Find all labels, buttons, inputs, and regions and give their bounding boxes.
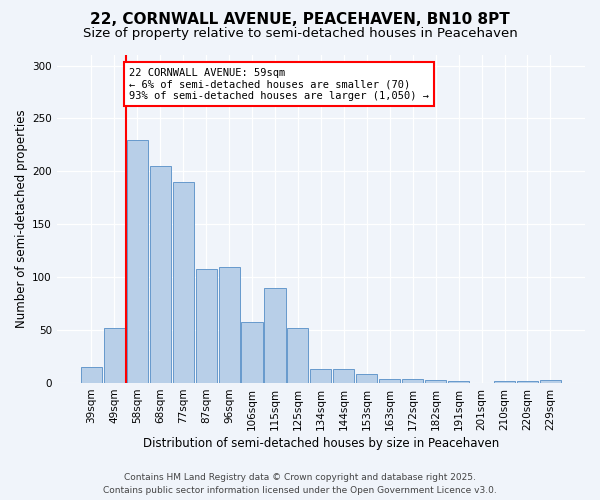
Bar (287, 328, 308, 383)
Bar (379, 379, 400, 383)
Text: Size of property relative to semi-detached houses in Peacehaven: Size of property relative to semi-detach… (83, 28, 517, 40)
Bar (356, 374, 377, 383)
Bar (448, 381, 469, 383)
Bar (173, 182, 194, 383)
Bar (149, 166, 171, 383)
Bar (402, 379, 423, 383)
Bar (265, 288, 286, 383)
Bar (218, 266, 239, 383)
Bar (104, 328, 125, 383)
Bar (81, 367, 102, 383)
Bar (540, 380, 561, 383)
Text: 22 CORNWALL AVENUE: 59sqm
← 6% of semi-detached houses are smaller (70)
93% of s: 22 CORNWALL AVENUE: 59sqm ← 6% of semi-d… (129, 68, 429, 101)
Bar (333, 370, 355, 383)
Text: Contains HM Land Registry data © Crown copyright and database right 2025.
Contai: Contains HM Land Registry data © Crown c… (103, 474, 497, 495)
Bar (425, 380, 446, 383)
Y-axis label: Number of semi-detached properties: Number of semi-detached properties (15, 110, 28, 328)
Bar (196, 269, 217, 383)
Bar (241, 322, 263, 383)
X-axis label: Distribution of semi-detached houses by size in Peacehaven: Distribution of semi-detached houses by … (143, 437, 499, 450)
Text: 22, CORNWALL AVENUE, PEACEHAVEN, BN10 8PT: 22, CORNWALL AVENUE, PEACEHAVEN, BN10 8P… (90, 12, 510, 28)
Bar (517, 381, 538, 383)
Bar (494, 381, 515, 383)
Bar (127, 140, 148, 383)
Bar (310, 370, 331, 383)
